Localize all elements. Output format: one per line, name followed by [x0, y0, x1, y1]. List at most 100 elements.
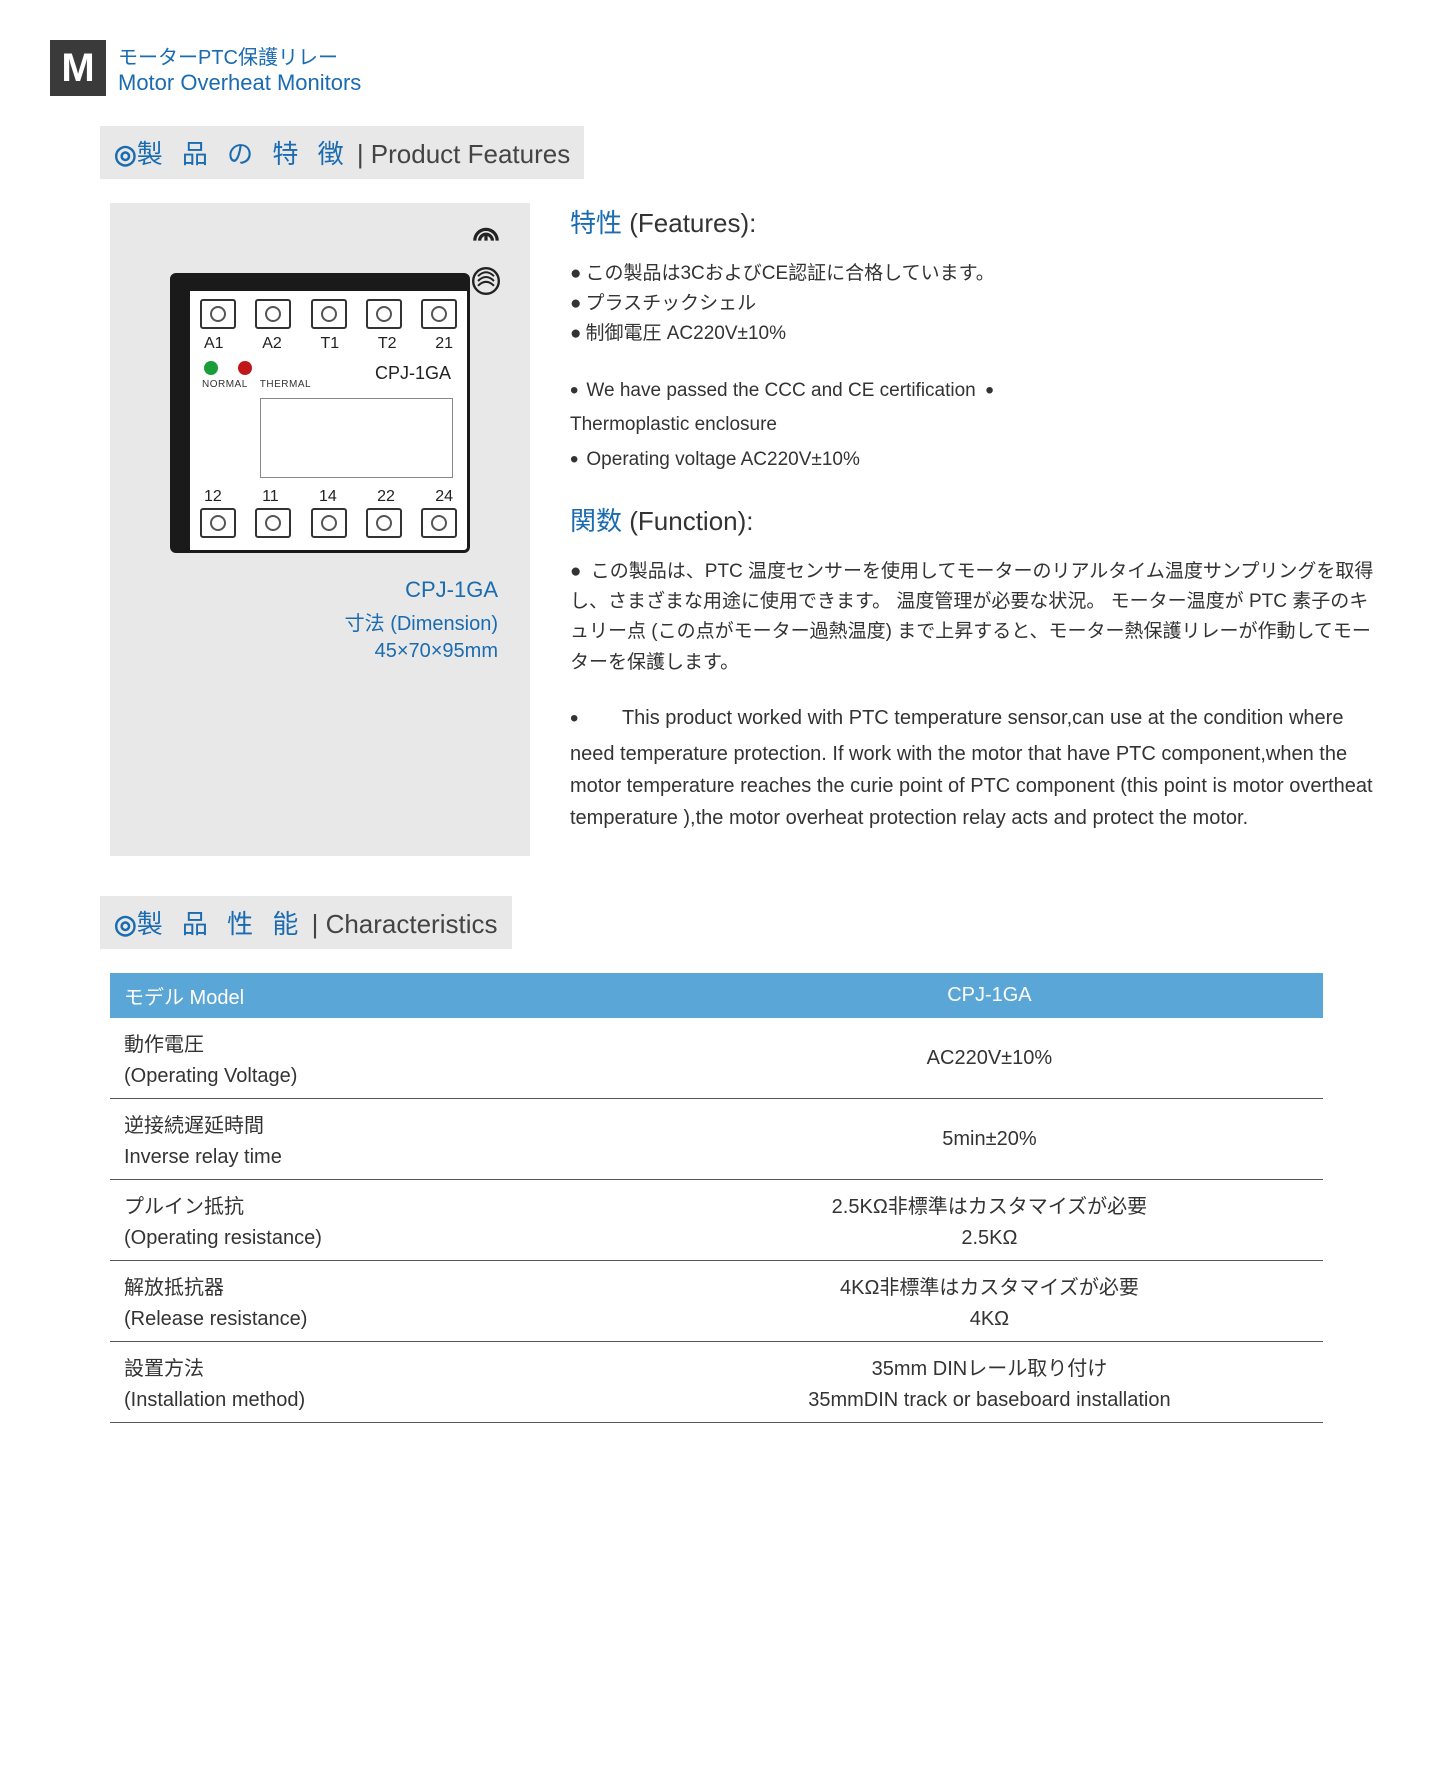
feature-bullet-en: Thermoplastic enclosure [570, 410, 1383, 440]
section-characteristics-bar: ◎製 品 性 能 | Characteristics [100, 896, 512, 949]
caption-model: CPJ-1GA [134, 577, 498, 603]
table-cell-value: 2.5KΩ非標準はカスタマイズが必要 2.5KΩ [656, 1180, 1323, 1261]
title-jp: モーターPTC保護リレー [118, 41, 361, 70]
table-cell-value: AC220V±10% [656, 1018, 1323, 1099]
features-heading: 特性 (Features): [570, 203, 1383, 245]
table-cell-label: 解放抵抗器 (Release resistance) [110, 1261, 656, 1342]
function-heading: 関数 (Function): [570, 501, 1383, 543]
label-en: (Release resistance) [124, 1308, 642, 1331]
cert-icons [470, 223, 502, 297]
title-en: Motor Overheat Monitors [118, 70, 361, 96]
table-header-row: モデル Model CPJ-1GA [110, 973, 1323, 1018]
feature-bullet-jp: 制御電圧 AC220V±10% [570, 319, 1383, 349]
led-thermal-icon [238, 361, 252, 375]
section-sep: | [350, 139, 371, 169]
terminal-label: 14 [319, 488, 337, 506]
section-en: Characteristics [326, 909, 498, 939]
table-row: 動作電圧 (Operating Voltage) AC220V±10% [110, 1018, 1323, 1099]
label-en: (Installation method) [124, 1389, 642, 1412]
table-header-label: モデル Model [110, 973, 656, 1018]
value-en: AC220V±10% [670, 1047, 1309, 1070]
circuit-diagram-icon [260, 398, 453, 478]
led-label: THERMAL [260, 379, 311, 390]
logo-m-box: M [50, 40, 106, 96]
section-features-bar: ◎製 品 の 特 徴 | Product Features [100, 126, 584, 179]
label-jp: 動作電圧 [124, 1028, 642, 1057]
section-circle: ◎ [114, 139, 137, 169]
label-jp: 設置方法 [124, 1352, 642, 1381]
characteristics-table: モデル Model CPJ-1GA 動作電圧 (Operating Voltage… [110, 973, 1323, 1423]
terminal-labels-top: A1 A2 T1 T2 21 [200, 333, 457, 355]
table-cell-label: プルイン抵抗 (Operating resistance) [110, 1180, 656, 1261]
terminal-label: T1 [321, 335, 340, 353]
table-cell-value: 35mm DINレール取り付け35mmDIN track or baseboar… [656, 1342, 1323, 1423]
caption-dim-label: 寸法 (Dimension) [134, 607, 498, 636]
terminal [421, 508, 457, 538]
led-normal-icon [204, 361, 218, 375]
table-row: 逆接続遅延時間Inverse relay time 5min±20% [110, 1099, 1323, 1180]
feature-bullet-en: Operating voltage AC220V±10% [570, 441, 1383, 479]
feature-bullet-en [985, 380, 1001, 401]
function-bullet-en [570, 708, 586, 729]
terminal [200, 299, 236, 329]
section-circle: ◎ [114, 909, 137, 939]
feature-bullet-jp: プラスチックシェル [570, 289, 1383, 319]
caption-dim-value: 45×70×95mm [134, 640, 498, 663]
function-text-en: This product worked with PTC temperature… [570, 707, 1373, 829]
value-jp: 2.5KΩ非標準はカスタマイズが必要 [670, 1190, 1309, 1219]
function-text-jp: この製品は、PTC 温度センサーを使用してモーターのリアルタイム温度サンプリング… [570, 557, 1383, 679]
table-row: プルイン抵抗 (Operating resistance) 2.5KΩ非標準はカスタ… [110, 1180, 1323, 1261]
device-illustration: A1 A2 T1 T2 21 NORMAL THERMAL CPJ-1GA [170, 273, 470, 553]
header-titles: モーターPTC保護リレー Motor Overheat Monitors [118, 41, 361, 96]
value-en: 5min±20% [670, 1128, 1309, 1151]
table-header-value: CPJ-1GA [656, 973, 1323, 1018]
features-text: 特性 (Features): この製品は3CおよびCE認証に合格しています。 プ… [570, 203, 1383, 856]
terminal [421, 299, 457, 329]
section-jp: 製 品 性 能 [137, 909, 305, 939]
heading-jp: 関数 [570, 506, 622, 536]
value-en: 35mmDIN track or baseboard installation [670, 1389, 1309, 1412]
terminal [366, 508, 402, 538]
terminal-row-bottom [200, 508, 457, 538]
label-jp: 逆接続遅延時間 [124, 1109, 642, 1138]
table-row: 解放抵抗器 (Release resistance) 4KΩ非標準はカスタマイズが必… [110, 1261, 1323, 1342]
terminal [366, 299, 402, 329]
terminal-label: 21 [435, 335, 453, 353]
table-row: 設置方法 (Installation method) 35mm DINレール取り付け… [110, 1342, 1323, 1423]
section-en: Product Features [371, 139, 570, 169]
ccc-mark-icon [470, 265, 502, 297]
terminal [255, 508, 291, 538]
terminal-label: T2 [378, 335, 397, 353]
function-body-jp: この製品は、PTC 温度センサーを使用してモーターのリアルタイム温度サンプリング… [570, 561, 1373, 673]
page-header: M モーターPTC保護リレー Motor Overheat Monitors [50, 40, 1383, 96]
feature-bullet-en: We have passed the CCC and CE certificat… [570, 380, 976, 401]
label-en: (Operating resistance) [124, 1227, 642, 1250]
value-jp: 4KΩ非標準はカスタマイズが必要 [670, 1271, 1309, 1300]
table-cell-value: 5min±20% [656, 1099, 1323, 1180]
terminal [311, 299, 347, 329]
terminal-label: 24 [435, 488, 453, 506]
label-jp: 解放抵抗器 [124, 1271, 642, 1300]
table-cell-value: 4KΩ非標準はカスタマイズが必要4KΩ [656, 1261, 1323, 1342]
table-cell-label: 設置方法 (Installation method) [110, 1342, 656, 1423]
ce-mark-icon [470, 223, 502, 255]
section-sep: | [304, 909, 325, 939]
terminal-label: 22 [377, 488, 395, 506]
heading-paren: (Function): [622, 506, 754, 536]
table-cell-label: 動作電圧 (Operating Voltage) [110, 1018, 656, 1099]
heading-paren: (Features): [622, 208, 756, 238]
table-cell-label: 逆接続遅延時間Inverse relay time [110, 1099, 656, 1180]
terminal-label: A2 [262, 335, 282, 353]
heading-jp: 特性 [570, 208, 622, 238]
terminal-label: A1 [204, 335, 224, 353]
terminal [200, 508, 236, 538]
terminal-label: 12 [204, 488, 222, 506]
terminal-row-top [200, 299, 457, 329]
features-row: A1 A2 T1 T2 21 NORMAL THERMAL CPJ-1GA [110, 203, 1383, 856]
terminal [311, 508, 347, 538]
label-en: (Operating Voltage) [124, 1065, 642, 1088]
product-caption: CPJ-1GA 寸法 (Dimension) 45×70×95mm [134, 577, 498, 663]
terminal-label: 11 [262, 488, 279, 506]
value-en: 2.5KΩ [670, 1227, 1309, 1250]
label-jp: プルイン抵抗 [124, 1190, 642, 1219]
